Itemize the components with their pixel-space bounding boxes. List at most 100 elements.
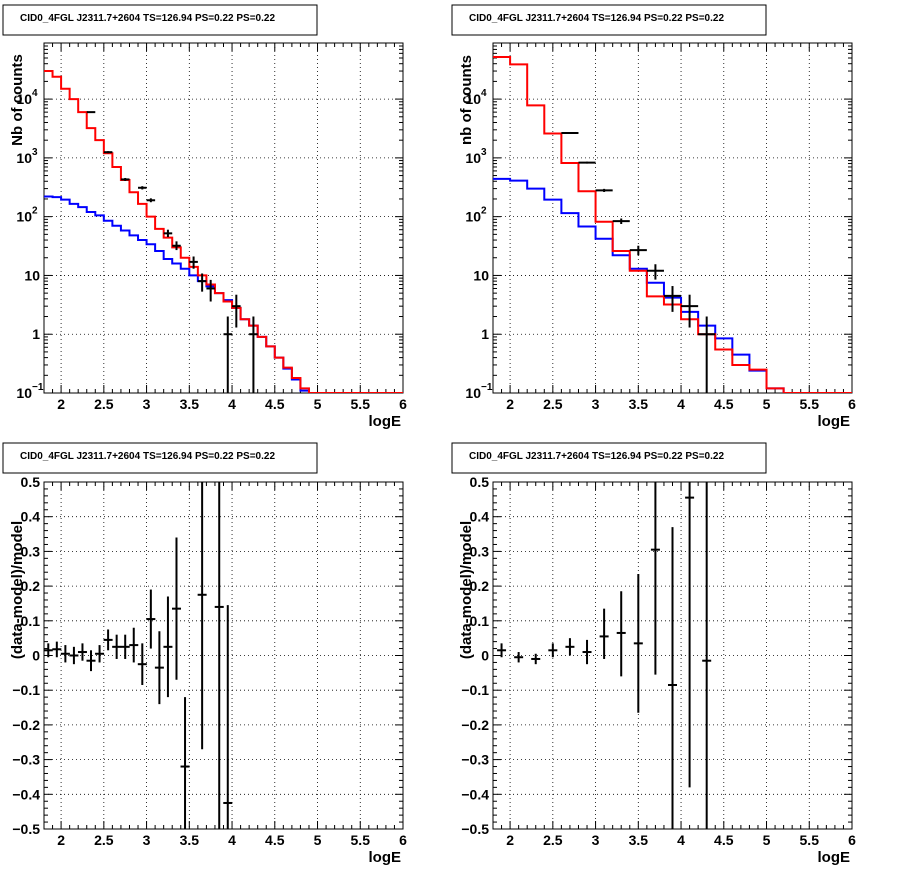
x-tick-label: 6	[399, 832, 407, 848]
data-point	[616, 591, 626, 677]
data-point	[180, 697, 190, 829]
data-point	[668, 527, 677, 829]
x-tick-label: 3.5	[180, 396, 200, 412]
x-tick-label: 5.5	[800, 396, 820, 412]
y-axis-label: (data-model)/model	[458, 521, 475, 659]
y-tick-label-exponent: −1	[32, 382, 44, 393]
y-tick-label: 10	[16, 150, 32, 166]
y-tick-label: 0.5	[470, 474, 490, 490]
y-tick-label-exponent: 3	[32, 147, 38, 158]
y-tick-label: −0.5	[461, 821, 489, 837]
x-tick-label: 3	[143, 396, 151, 412]
x-tick-label: 4.5	[714, 832, 734, 848]
x-tick-label: 4.5	[714, 396, 734, 412]
data-point	[146, 198, 156, 203]
data-point	[197, 482, 207, 750]
data-point	[95, 645, 105, 663]
data-points	[561, 131, 716, 393]
data-point	[561, 131, 579, 134]
y-tick-label: 1	[32, 326, 40, 342]
data-point	[172, 241, 181, 251]
x-tick-label: 6	[399, 396, 407, 412]
y-tick-label: −0.2	[461, 717, 489, 733]
data-point	[189, 256, 198, 269]
data-points	[86, 111, 258, 393]
x-tick-label: 4	[677, 396, 685, 412]
x-tick-label: 4	[228, 832, 236, 848]
data-point	[206, 279, 215, 302]
x-tick-label: 4	[677, 832, 685, 848]
y-tick-label: 10	[465, 91, 481, 107]
x-tick-label: 2.5	[94, 832, 114, 848]
title-box	[2, 442, 318, 474]
data-point	[681, 294, 699, 328]
y-tick-label: 10	[24, 267, 40, 283]
x-tick-label: 3.5	[629, 832, 649, 848]
x-tick-label: 3	[143, 832, 151, 848]
data-point	[578, 161, 596, 164]
data-point	[52, 641, 62, 658]
x-axis-label: logE	[818, 413, 851, 430]
data-point	[595, 188, 613, 192]
y-tick-label-exponent: 4	[32, 88, 38, 99]
title-box	[451, 4, 767, 36]
y-tick-label: 10	[465, 385, 481, 401]
data-point	[44, 643, 53, 658]
x-tick-label: 3.5	[180, 832, 200, 848]
data-point	[514, 652, 524, 663]
data-point	[702, 482, 712, 829]
y-tick-label: −0.3	[461, 752, 489, 768]
data-point	[77, 643, 87, 661]
plot-frame	[492, 42, 853, 394]
data-point	[599, 608, 609, 659]
data-point	[497, 643, 507, 658]
x-tick-label: 2.5	[94, 396, 114, 412]
y-tick-label: −0.5	[12, 821, 40, 837]
data-point	[146, 589, 156, 649]
y-tick-label: −0.4	[12, 786, 40, 802]
data-point	[685, 482, 695, 788]
data-point	[120, 177, 130, 181]
y-tick-label: 10	[16, 385, 32, 401]
title-box	[451, 442, 767, 474]
x-tick-label: 2	[57, 396, 65, 412]
x-tick-label: 2	[57, 832, 65, 848]
data-point	[232, 294, 241, 328]
chart-title: CID0_4FGL J2311.7+2604 TS=126.94 PS=0.22…	[20, 451, 275, 462]
y-tick-label: −0.1	[12, 682, 40, 698]
data-points	[44, 482, 233, 829]
y-tick-label: −0.3	[12, 752, 40, 768]
x-tick-label: 5.5	[351, 396, 371, 412]
data-point	[129, 627, 139, 663]
y-tick-label: 0.1	[21, 613, 41, 629]
data-point	[112, 634, 122, 659]
x-axis-label: logE	[369, 849, 402, 866]
data-point	[163, 596, 173, 698]
y-tick-label: 0.2	[470, 578, 490, 594]
y-tick-label-exponent: 2	[481, 206, 487, 217]
y-tick-label-exponent: 3	[481, 147, 487, 158]
y-tick-label: −0.4	[461, 786, 489, 802]
data-point	[548, 643, 558, 658]
y-tick-label: 0.3	[470, 543, 490, 559]
data-point	[650, 482, 660, 675]
data-point	[633, 573, 643, 713]
x-tick-label: 3	[592, 832, 600, 848]
histogram-series-2	[493, 56, 852, 393]
data-point	[223, 605, 233, 829]
chart-panel-3: 2 2.5 3 3.5 4 4.5 5 5.5 6 −0.5 −0.4 −0.3 −0.2 −0.1 0 0.…	[2, 442, 407, 866]
y-tick-label: 10	[16, 209, 32, 225]
data-point	[214, 482, 224, 829]
chart-title: CID0_4FGL J2311.7+2604 TS=126.94 PS=0.22…	[20, 13, 275, 24]
chart-title: CID0_4FGL J2311.7+2604 TS=126.94 PS=0.22…	[469, 451, 724, 462]
y-tick-label: 0.3	[21, 543, 41, 559]
data-point	[531, 653, 541, 665]
x-tick-label: 3	[592, 396, 600, 412]
data-point	[103, 151, 113, 154]
data-point	[163, 229, 173, 238]
y-tick-label: 1	[481, 326, 489, 342]
data-point	[663, 286, 682, 312]
y-tick-label-exponent: 2	[32, 206, 38, 217]
data-point	[103, 629, 113, 651]
x-tick-label: 5	[763, 832, 771, 848]
